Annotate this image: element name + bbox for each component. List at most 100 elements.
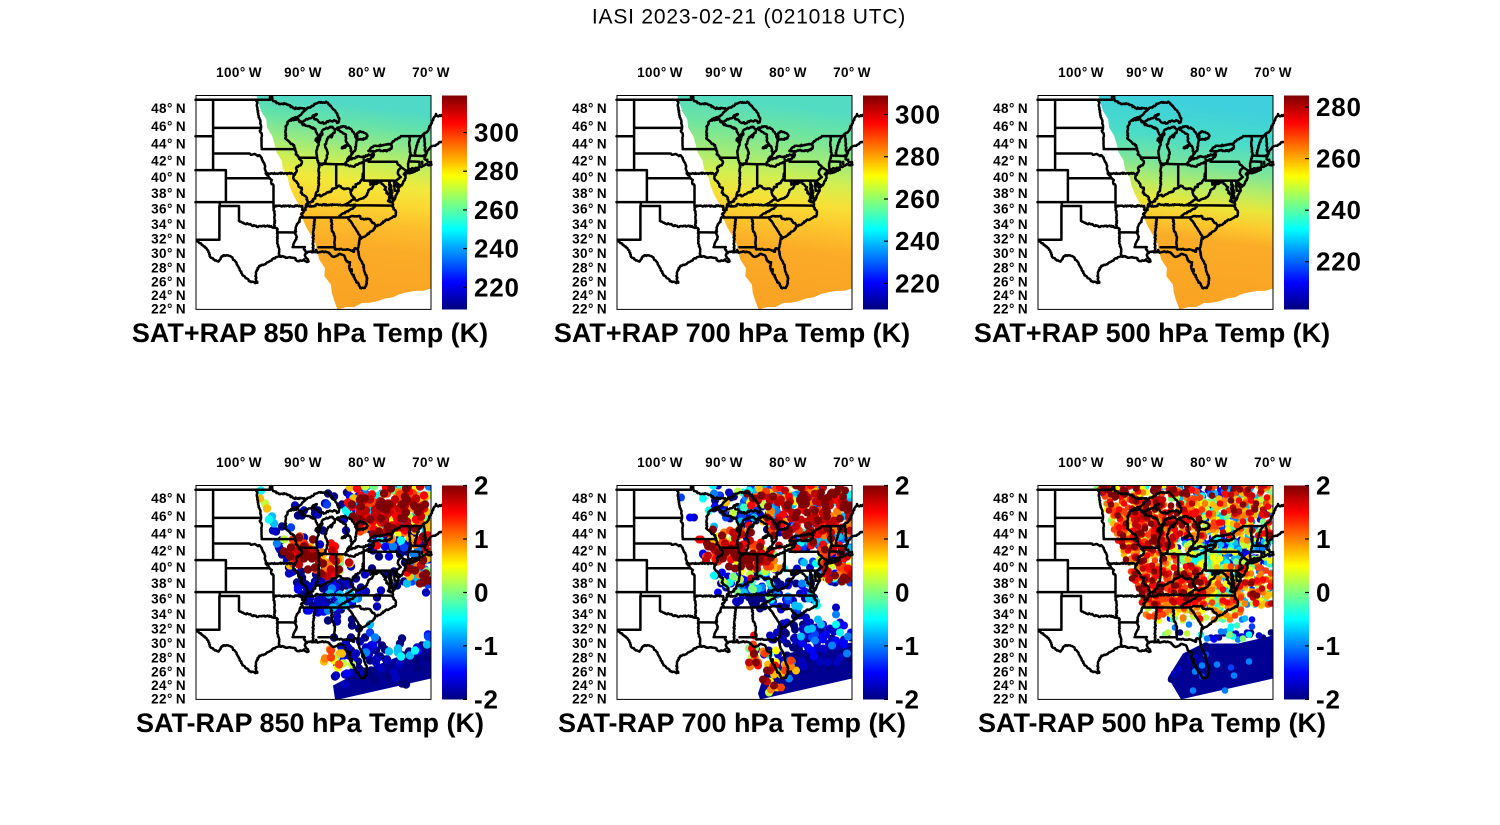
svg-text:70° W: 70° W (412, 455, 450, 470)
svg-text:38° N: 38° N (993, 186, 1028, 201)
svg-text:40° N: 40° N (151, 560, 186, 575)
svg-text:IASI 2023-02-21 (021018 UTC): IASI 2023-02-21 (021018 UTC) (592, 6, 906, 29)
svg-text:SAT-RAP 500 hPa Temp (K): SAT-RAP 500 hPa Temp (K) (978, 708, 1326, 738)
svg-text:38° N: 38° N (993, 576, 1028, 591)
svg-text:36° N: 36° N (151, 592, 186, 607)
svg-text:100° W: 100° W (216, 455, 262, 470)
svg-text:44° N: 44° N (572, 527, 607, 542)
svg-text:42° N: 42° N (151, 544, 186, 559)
svg-text:100° W: 100° W (637, 455, 683, 470)
svg-text:70° W: 70° W (833, 455, 871, 470)
svg-text:42° N: 42° N (572, 154, 607, 169)
svg-text:48° N: 48° N (572, 101, 607, 116)
svg-text:-2: -2 (895, 684, 920, 714)
svg-text:1: 1 (1316, 524, 1331, 554)
svg-text:30° N: 30° N (151, 636, 186, 651)
svg-text:22° N: 22° N (993, 692, 1028, 707)
svg-text:40° N: 40° N (993, 170, 1028, 185)
svg-text:28° N: 28° N (572, 260, 607, 275)
svg-text:46° N: 46° N (993, 119, 1028, 134)
svg-text:26° N: 26° N (993, 274, 1028, 289)
svg-text:24° N: 24° N (151, 678, 186, 693)
svg-text:48° N: 48° N (572, 491, 607, 506)
svg-text:1: 1 (895, 524, 910, 554)
svg-text:-1: -1 (474, 631, 499, 661)
svg-text:34° N: 34° N (151, 217, 186, 232)
svg-text:260: 260 (1316, 144, 1362, 174)
svg-text:46° N: 46° N (572, 119, 607, 134)
svg-text:32° N: 32° N (993, 232, 1028, 247)
svg-text:30° N: 30° N (151, 246, 186, 261)
svg-text:-2: -2 (474, 684, 499, 714)
svg-text:22° N: 22° N (993, 302, 1028, 317)
svg-text:46° N: 46° N (572, 509, 607, 524)
svg-text:90° W: 90° W (1126, 65, 1164, 80)
svg-text:2: 2 (1316, 471, 1331, 501)
svg-text:36° N: 36° N (993, 592, 1028, 607)
svg-text:46° N: 46° N (151, 119, 186, 134)
svg-text:22° N: 22° N (151, 302, 186, 317)
svg-text:32° N: 32° N (151, 622, 186, 637)
svg-text:100° W: 100° W (637, 65, 683, 80)
svg-text:80° W: 80° W (348, 455, 386, 470)
svg-text:44° N: 44° N (151, 527, 186, 542)
svg-text:38° N: 38° N (572, 186, 607, 201)
svg-text:30° N: 30° N (572, 246, 607, 261)
svg-text:26° N: 26° N (572, 664, 607, 679)
svg-text:100° W: 100° W (216, 65, 262, 80)
svg-text:SAT-RAP 700 hPa Temp (K): SAT-RAP 700 hPa Temp (K) (558, 708, 906, 738)
svg-text:40° N: 40° N (151, 170, 186, 185)
svg-text:46° N: 46° N (993, 509, 1028, 524)
svg-text:260: 260 (474, 195, 520, 225)
svg-text:42° N: 42° N (151, 154, 186, 169)
svg-text:2: 2 (895, 471, 910, 501)
svg-text:240: 240 (895, 226, 941, 256)
svg-text:SAT-RAP 850 hPa Temp (K): SAT-RAP 850 hPa Temp (K) (136, 708, 484, 738)
svg-text:44° N: 44° N (572, 137, 607, 152)
svg-text:70° W: 70° W (833, 65, 871, 80)
svg-text:28° N: 28° N (993, 260, 1028, 275)
svg-text:36° N: 36° N (151, 202, 186, 217)
svg-text:32° N: 32° N (572, 622, 607, 637)
svg-text:70° W: 70° W (412, 65, 450, 80)
svg-text:36° N: 36° N (572, 592, 607, 607)
svg-text:30° N: 30° N (993, 636, 1028, 651)
svg-text:80° W: 80° W (348, 65, 386, 80)
svg-text:SAT+RAP 850 hPa Temp (K): SAT+RAP 850 hPa Temp (K) (132, 318, 488, 348)
svg-text:42° N: 42° N (993, 544, 1028, 559)
svg-text:280: 280 (895, 142, 941, 172)
svg-text:70° W: 70° W (1254, 455, 1292, 470)
svg-text:2: 2 (474, 471, 489, 501)
svg-text:28° N: 28° N (572, 650, 607, 665)
svg-text:32° N: 32° N (572, 232, 607, 247)
svg-text:48° N: 48° N (151, 101, 186, 116)
svg-text:-1: -1 (895, 631, 920, 661)
svg-text:-2: -2 (1316, 684, 1341, 714)
svg-text:48° N: 48° N (151, 491, 186, 506)
svg-text:80° W: 80° W (769, 65, 807, 80)
svg-text:90° W: 90° W (705, 455, 743, 470)
svg-text:26° N: 26° N (572, 274, 607, 289)
svg-text:280: 280 (1316, 92, 1362, 122)
svg-text:24° N: 24° N (151, 288, 186, 303)
svg-text:32° N: 32° N (151, 232, 186, 247)
svg-text:26° N: 26° N (993, 664, 1028, 679)
svg-text:48° N: 48° N (993, 101, 1028, 116)
svg-text:28° N: 28° N (993, 650, 1028, 665)
svg-text:38° N: 38° N (572, 576, 607, 591)
svg-text:42° N: 42° N (572, 544, 607, 559)
svg-text:90° W: 90° W (284, 65, 322, 80)
svg-text:100° W: 100° W (1058, 65, 1104, 80)
svg-text:34° N: 34° N (993, 607, 1028, 622)
svg-text:SAT+RAP 500 hPa Temp (K): SAT+RAP 500 hPa Temp (K) (974, 318, 1330, 348)
svg-text:24° N: 24° N (993, 288, 1028, 303)
svg-text:32° N: 32° N (993, 622, 1028, 637)
svg-text:34° N: 34° N (993, 217, 1028, 232)
svg-text:36° N: 36° N (993, 202, 1028, 217)
svg-text:90° W: 90° W (284, 455, 322, 470)
svg-text:220: 220 (895, 268, 941, 298)
svg-text:260: 260 (895, 184, 941, 214)
svg-text:26° N: 26° N (151, 664, 186, 679)
svg-text:30° N: 30° N (993, 246, 1028, 261)
svg-text:40° N: 40° N (572, 560, 607, 575)
